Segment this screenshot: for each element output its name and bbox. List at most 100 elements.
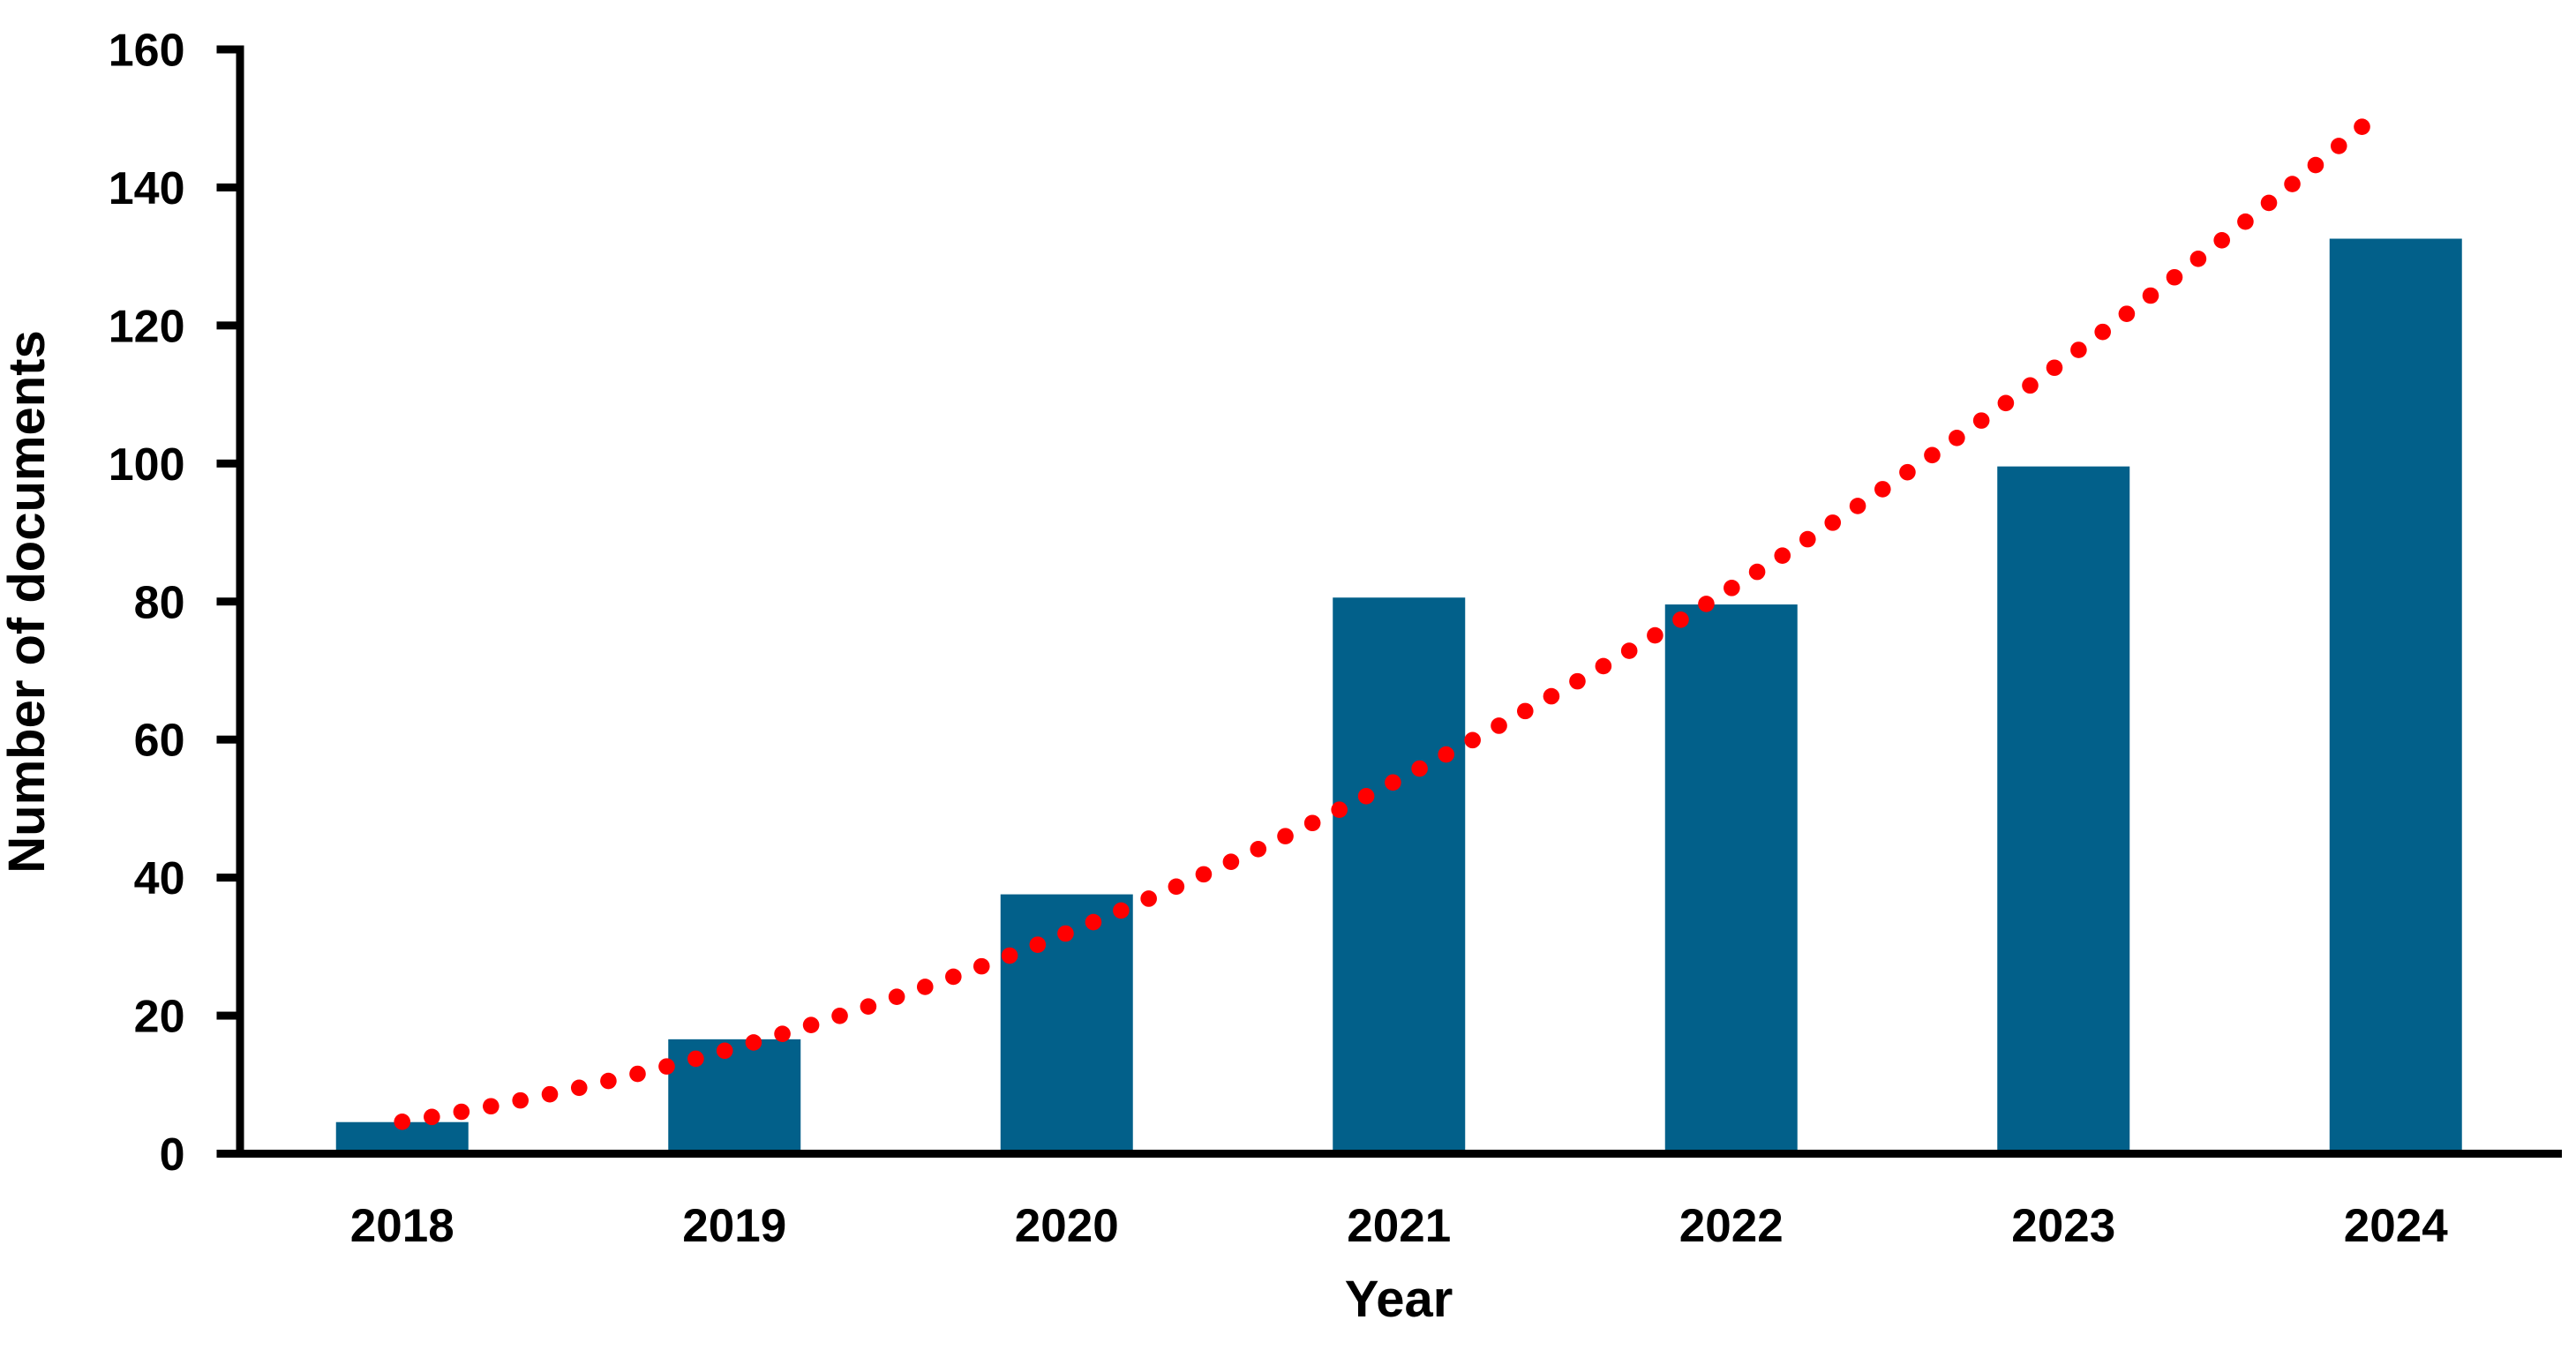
trendline-dot (860, 998, 877, 1015)
trendline-dot (1277, 828, 1294, 844)
trendline-dot (1113, 902, 1130, 919)
trendline-dot (2118, 305, 2136, 322)
trendline-dot (745, 1034, 762, 1051)
trendline-dot (1195, 866, 1213, 883)
x-tick-label-2019: 2019 (682, 1200, 786, 1252)
bar-2021 (1333, 597, 1466, 1150)
trendline-dot (1748, 563, 1766, 581)
trendline-dot (1647, 626, 1664, 644)
trendline-dot (1972, 412, 1990, 429)
trendline-dot (1997, 394, 2015, 412)
y-tick-mark (216, 874, 237, 882)
trendline-dot (1491, 717, 1507, 734)
trendline-dot (716, 1042, 733, 1060)
trendline-dot (1057, 925, 1074, 942)
trendline-dot (1543, 687, 1560, 705)
trendline-dot (1698, 596, 1715, 612)
trendline-dot (424, 1108, 440, 1126)
trendline-dot (831, 1008, 848, 1024)
trendline-dot (2260, 194, 2278, 212)
trendline-dot (2284, 176, 2301, 192)
y-tick-mark (216, 735, 237, 744)
trendline-dot (1799, 530, 1816, 548)
y-tick-mark (216, 183, 237, 191)
trendline-dot (2237, 213, 2254, 230)
y-tick-label-100: 100 (109, 439, 185, 491)
trendline-dot (687, 1050, 704, 1068)
trendline-dot (629, 1065, 646, 1083)
trendline-dot (1385, 774, 1401, 791)
trendline-dot (453, 1103, 470, 1121)
trendline-dot (1168, 878, 1185, 896)
trendline-dot (394, 1114, 411, 1130)
y-tick-label-160: 160 (109, 26, 185, 77)
trendline-dot (774, 1025, 791, 1042)
y-axis-line (236, 45, 244, 1158)
y-tick-mark (216, 1150, 237, 1158)
trendline-dot (512, 1091, 529, 1109)
trendline-dot (1085, 913, 1102, 931)
trendline-dot (1357, 788, 1375, 805)
x-tick-labels-group: 2018 2019 2020 2021 2022 2023 2024 (350, 1200, 2448, 1252)
y-tick-mark (216, 597, 237, 606)
y-tick-mark (216, 459, 237, 468)
trendline-dot (1924, 446, 1941, 464)
trendline-dot (1250, 840, 1267, 858)
trendline-dot (1774, 547, 1791, 564)
y-axis-title: Number of documents (0, 330, 56, 874)
trendline-dot (483, 1098, 499, 1115)
y-tick-mark (216, 1011, 237, 1020)
axes-group (216, 45, 2562, 1158)
trendline-dot (1516, 702, 1534, 720)
trendline-dot (1411, 760, 1428, 777)
y-tick-label-60: 60 (134, 716, 185, 767)
trendline-dot (570, 1079, 588, 1097)
y-tick-label-40: 40 (134, 853, 185, 904)
trendline-dot (2354, 118, 2370, 136)
trendline-dot (1303, 814, 1321, 832)
trendline-dot (1222, 853, 1240, 870)
y-tick-mark (216, 321, 237, 330)
trendline-dot (1001, 947, 1018, 964)
y-tick-label-140: 140 (109, 163, 185, 214)
bars-group (335, 238, 2462, 1151)
trendline-dot (888, 988, 905, 1006)
trendline-dot (1140, 890, 1157, 907)
trendline-dot (1464, 731, 1481, 749)
trendline-dot (1899, 463, 1916, 481)
x-tick-label-2024: 2024 (2344, 1200, 2448, 1252)
x-axis-line (216, 1150, 2562, 1158)
trendline-dot (945, 968, 962, 986)
trendline-dot (1569, 672, 1586, 690)
y-tick-labels-group: 0 20 40 60 80 100 120 140 160 (109, 26, 185, 1181)
y-tick-mark (216, 45, 237, 54)
trendline-dot (2330, 138, 2347, 154)
trendline-dot (1874, 481, 1891, 498)
trendline-dot (1331, 801, 1348, 818)
bar-2023 (1997, 466, 2130, 1150)
trendline-dot (1672, 611, 1689, 628)
trendline-dot (1595, 657, 1612, 675)
trendline-dot (1849, 498, 1866, 514)
trendline-dot (2189, 251, 2207, 267)
bar-2022 (1664, 604, 1798, 1150)
trendline-dot (2213, 232, 2231, 249)
y-tick-label-80: 80 (134, 577, 185, 628)
trendline-dot (2094, 323, 2111, 341)
trendline-dot (1724, 580, 1740, 596)
trendline-dot (2022, 377, 2039, 394)
x-tick-label-2023: 2023 (2011, 1200, 2115, 1252)
trendline-dot (600, 1072, 617, 1090)
trendline-dot (1029, 936, 1047, 953)
x-tick-label-2018: 2018 (350, 1200, 454, 1252)
x-tick-label-2021: 2021 (1347, 1200, 1451, 1252)
trendline-dot (1824, 514, 1842, 531)
y-tick-label-120: 120 (109, 301, 185, 352)
x-tick-label-2022: 2022 (1679, 1200, 1784, 1252)
trendline-dot (2070, 341, 2087, 358)
bar-2024 (2329, 238, 2462, 1151)
trendline-dot (1620, 642, 1638, 659)
y-tick-label-0: 0 (160, 1129, 185, 1181)
